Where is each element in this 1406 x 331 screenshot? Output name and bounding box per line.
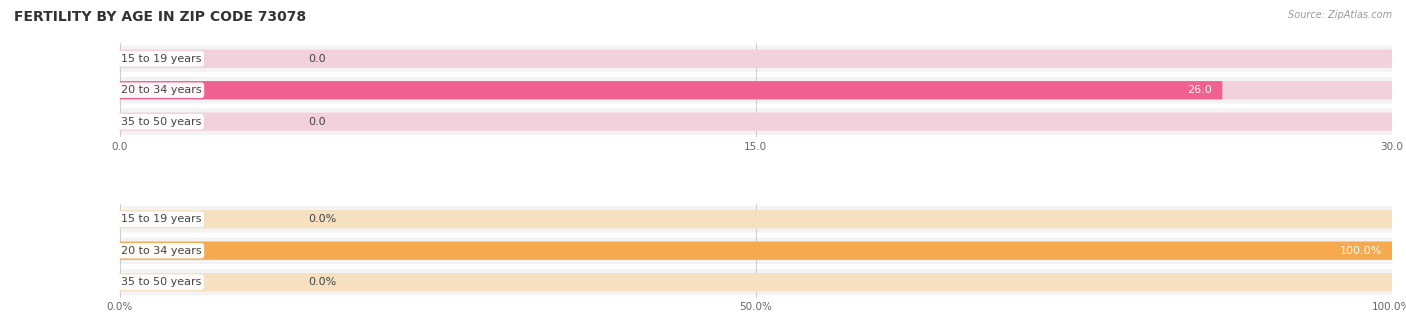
FancyBboxPatch shape [120, 113, 1392, 131]
Text: 0.0%: 0.0% [308, 277, 336, 287]
FancyBboxPatch shape [120, 206, 1392, 232]
FancyBboxPatch shape [120, 242, 1392, 260]
Text: Source: ZipAtlas.com: Source: ZipAtlas.com [1288, 10, 1392, 20]
Text: 20 to 34 years: 20 to 34 years [121, 85, 201, 95]
FancyBboxPatch shape [120, 50, 1392, 68]
FancyBboxPatch shape [120, 46, 1392, 72]
Text: 15 to 19 years: 15 to 19 years [121, 214, 201, 224]
Text: 26.0: 26.0 [1187, 85, 1212, 95]
FancyBboxPatch shape [120, 273, 1392, 291]
FancyBboxPatch shape [120, 210, 1392, 228]
FancyBboxPatch shape [120, 269, 1392, 295]
Text: 20 to 34 years: 20 to 34 years [121, 246, 201, 256]
FancyBboxPatch shape [120, 77, 1392, 104]
Text: 35 to 50 years: 35 to 50 years [121, 277, 201, 287]
Text: 100.0%: 100.0% [1340, 246, 1382, 256]
Text: 15 to 19 years: 15 to 19 years [121, 54, 201, 64]
Text: 0.0: 0.0 [308, 117, 325, 127]
Text: 0.0: 0.0 [308, 54, 325, 64]
FancyBboxPatch shape [120, 237, 1392, 264]
Text: FERTILITY BY AGE IN ZIP CODE 73078: FERTILITY BY AGE IN ZIP CODE 73078 [14, 10, 307, 24]
FancyBboxPatch shape [120, 242, 1392, 260]
Text: 35 to 50 years: 35 to 50 years [121, 117, 201, 127]
FancyBboxPatch shape [120, 109, 1392, 135]
Text: 0.0%: 0.0% [308, 214, 336, 224]
FancyBboxPatch shape [120, 81, 1222, 99]
FancyBboxPatch shape [120, 81, 1392, 99]
